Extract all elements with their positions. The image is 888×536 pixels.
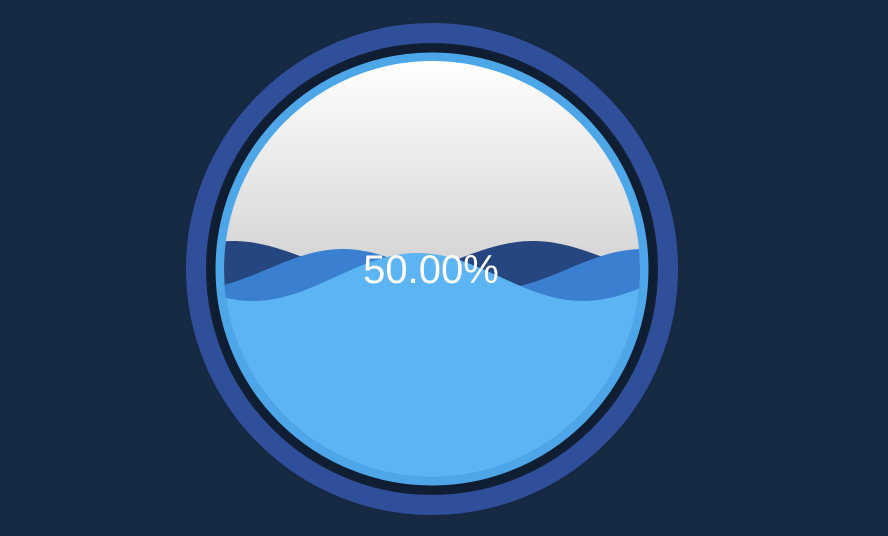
liquid-area	[224, 61, 640, 477]
wave-front	[224, 253, 640, 477]
outer-ring	[186, 23, 678, 515]
inner-border	[215, 52, 649, 486]
value-label: 50.00%	[363, 248, 499, 292]
